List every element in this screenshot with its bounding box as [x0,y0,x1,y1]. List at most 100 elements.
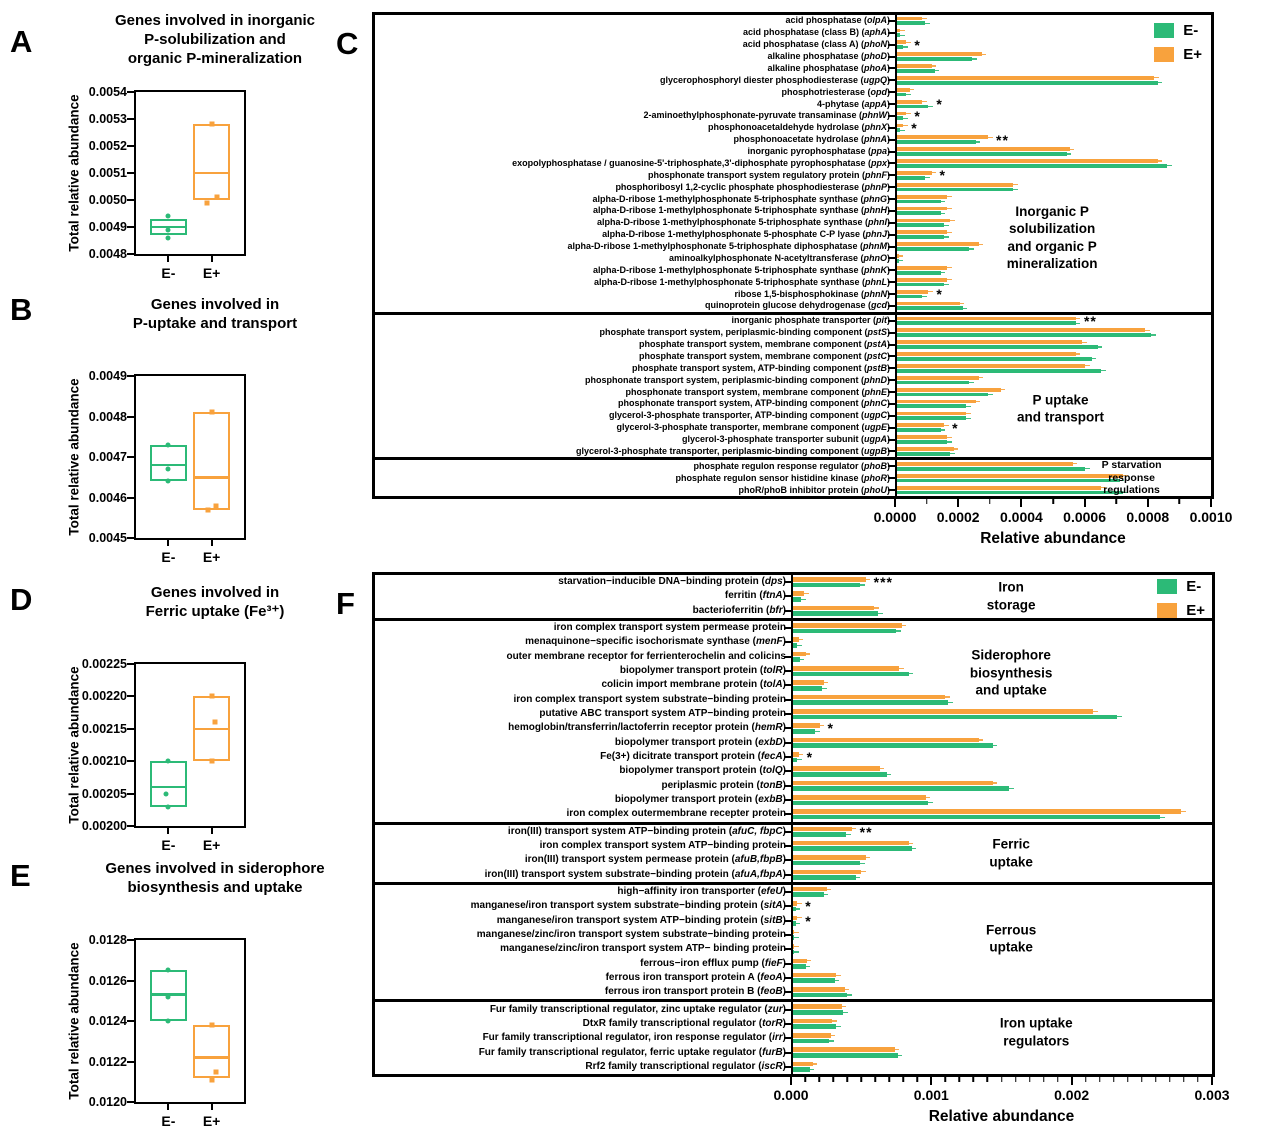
gene-name: phoU [864,484,887,495]
bar-e-minus [793,582,865,588]
row-tick-mark [783,859,791,862]
bar-cell [887,157,1211,170]
row-label-text: acid phosphatase ( [785,15,867,26]
row-label: colicin import membrane protein (tolA) [375,678,791,692]
gene-name: phnL [865,276,887,287]
gene-name: ugpA [864,434,887,445]
bar-cell [783,985,1212,1000]
bar-cell [783,692,1212,707]
row-label-text: alpha-D-ribose 1-methylphosphonate 5-tri… [592,193,864,204]
bar-row: phosphate transport system, membrane com… [375,338,1211,351]
x-minor-tick-mark [1028,1077,1031,1082]
row-label-text: iron complex transport system ATP−bindin… [539,839,786,851]
x-minor-tick-mark [1155,1077,1157,1082]
gene-name: ugpC [864,410,887,421]
legend-swatch-e-plus [1157,603,1178,618]
data-point [163,791,169,797]
y-tick-mark [127,1020,134,1022]
bar-e-minus [793,728,821,734]
gene-name: afuA,fbpA [734,868,783,880]
row-tick-mark [783,1037,791,1040]
panel-b-plot-area: 0.0045 0.0046 0.0047 0.0048 0.0049 E- E+ [89,369,246,565]
row-label: manganese/zinc/iron transport system sub… [375,928,791,942]
row-label-text: Rrf2 family transcriptional regulator ( [585,1060,762,1072]
bar-e-minus [897,270,946,275]
panel-label-b: B [10,292,33,327]
bar-e-minus [897,258,902,263]
bar-cell: ** [783,824,1212,840]
bar-cell [783,778,1212,793]
bar-row: iron(III) transport system ATP−binding p… [375,824,1212,840]
row-label: acid phosphatase (class B) (aphA) [375,27,895,39]
legend-swatch-e-minus [1154,23,1175,38]
bar-e-minus [793,1010,849,1015]
bar-cell [887,264,1211,277]
row-tick-mark [783,595,791,598]
bar-e-minus [897,478,1125,483]
row-label: aminoalkylphosphonate N-acetyltransferas… [375,253,895,265]
x-tick-mark [1210,499,1212,507]
row-label-text: Fur family transcriptional regulator, zi… [489,1003,768,1015]
bar-e-minus [793,978,840,984]
panel-e-plot-area: 0.0120 0.0122 0.0124 0.0126 0.0128 E- E+ [89,933,246,1129]
bar-e-plus [793,794,930,800]
bar-e-minus [897,104,934,109]
bar-row: biopolymer transport protein (tolQ) [375,764,1212,779]
row-label: ferrous iron transport protein A (feoA) [375,971,791,985]
row-label: phosphate regulon sensor histidine kinas… [375,472,895,484]
row-label-text: exopolyphosphatase / guanosine-5'-tripho… [512,157,871,168]
y-tick-mark [127,375,134,377]
data-point [205,507,211,513]
row-label-text: ribose 1,5-bisphosphokinase ( [734,288,864,299]
row-tick-mark [887,150,895,153]
bar-e-plus [897,352,1081,356]
panel-f-x-axis: Relative abundance 0.000 0.001 0.002 0.003 [773,1077,1230,1135]
panel-e: Genes involved in siderophore biosynthes… [26,856,356,1134]
bar-e-plus [793,605,879,611]
data-point [214,194,220,200]
legend-item-e-plus: E+ [1157,602,1205,619]
y-tick-label: 0.0049 [88,369,127,383]
row-tick-mark [887,355,895,358]
row-tick-mark [783,655,791,658]
bar-row: phosphate transport system, membrane com… [375,350,1211,363]
bar-cell [783,956,1212,971]
row-tick-mark [887,103,895,106]
row-label-text: iron(III) transport system substrate−bin… [484,868,735,880]
bar-cell [783,1045,1212,1060]
row-tick-mark [887,402,895,405]
row-tick-mark [783,1051,791,1054]
bar-e-minus [897,392,993,397]
bar-e-minus [793,832,851,837]
x-minor-tick-mark [1014,1077,1017,1082]
gene-name: phoR [864,472,887,483]
row-label-text: menaquinone−specific isochorismate synth… [525,636,756,648]
row-label-text: phoR/phoB inhibitor protein ( [738,484,864,495]
bar-cell [783,764,1212,779]
gene-name: pstA [867,339,887,350]
bar-e-minus [793,757,803,763]
x-tick-mark [790,1077,792,1085]
row-label: phosphoribosyl 1,2-cyclic phosphate phos… [375,181,895,193]
row-label: high−affinity iron transporter (efeU) [375,885,791,899]
bar-cell [887,216,1211,229]
row-tick-mark [783,713,791,716]
row-label: exopolyphosphatase / guanosine-5'-tripho… [375,158,895,170]
y-tick-mark [127,415,134,418]
bar-e-minus [793,992,853,998]
bar-e-minus [897,440,952,444]
row-label-text: outer membrane receptor for ferrienteroc… [506,650,786,662]
row-label: ribose 1,5-bisphosphokinase (phnN) [375,288,895,300]
panel-f-frame: starvation−inducible DNA−binding protein… [372,572,1215,1077]
significance-stars: *** [873,574,893,591]
row-label-text: manganese/zinc/iron transport system sub… [476,928,786,940]
category-label: E+ [202,549,221,565]
chart-section: iron complex transport system permease p… [375,617,1212,822]
row-tick-mark [783,684,791,687]
legend-label-e-plus: E+ [1186,602,1205,619]
y-tick-label: 0.00200 [81,819,127,833]
x-minor-tick-mark [1141,1077,1143,1082]
bar-row: phosphonate transport system, ATP-bindin… [375,398,1211,410]
bar-cell: *** [783,574,1212,591]
row-label: iron(III) transport system ATP−binding p… [375,825,791,839]
